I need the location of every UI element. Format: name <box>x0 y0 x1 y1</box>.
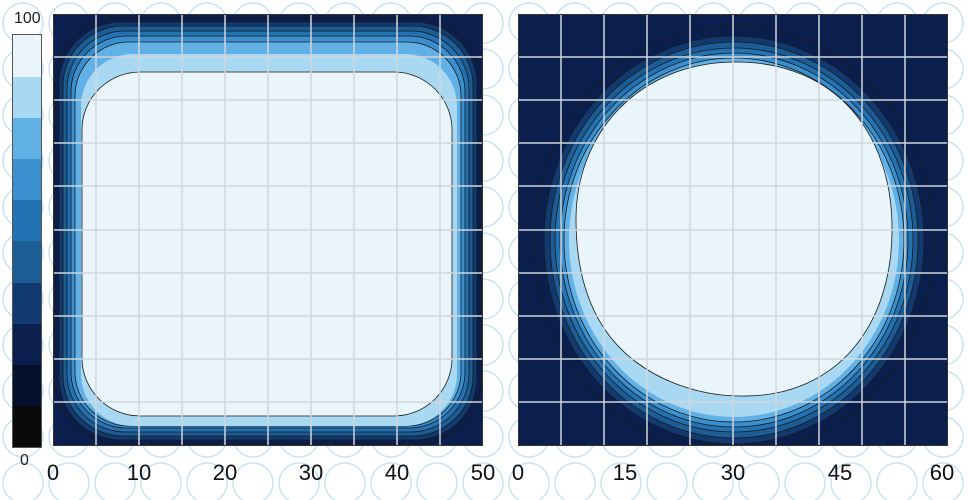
right-x-tick-45: 45 <box>827 460 853 485</box>
left-x-tick-40: 40 <box>384 460 410 485</box>
colorbar-swatch <box>13 35 41 77</box>
left-x-tick-0: 0 <box>46 460 60 485</box>
left-x-tick-50: 50 <box>470 460 496 485</box>
right-x-tick-0: 0 <box>511 460 525 485</box>
colorbar-swatch <box>13 323 41 366</box>
colorbar-swatch <box>13 117 41 160</box>
colorbar-swatch <box>13 199 41 242</box>
colorbar-swatch <box>13 76 41 118</box>
colorbar-min-label: 0 <box>20 452 29 469</box>
colorbar-swatch <box>13 405 41 448</box>
left-x-tick-30: 30 <box>298 460 324 485</box>
left-x-tick-10: 10 <box>126 460 152 485</box>
colorbar-swatch <box>13 364 41 407</box>
colorbar-max-label: 100 <box>14 10 41 27</box>
colorbar-swatch <box>13 282 41 324</box>
right-x-tick-15: 15 <box>612 460 638 485</box>
right-contour-plot <box>518 14 948 446</box>
colorbar <box>12 34 42 448</box>
right-x-tick-60: 60 <box>929 460 955 485</box>
left-x-tick-20: 20 <box>212 460 238 485</box>
colorbar-swatch <box>13 158 41 201</box>
left-contour-plot <box>53 14 483 446</box>
colorbar-swatch <box>13 241 41 283</box>
right-x-tick-30: 30 <box>720 460 746 485</box>
